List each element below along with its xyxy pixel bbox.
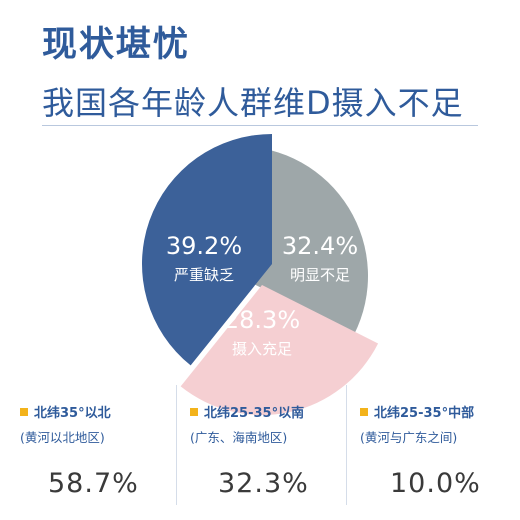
stat-note: (黄河与广东之间): [360, 430, 458, 445]
slice-category-label: 明显不足: [290, 266, 350, 284]
stat-title: 北纬25-35°中部: [374, 406, 475, 421]
pie-slice-adequate: [180, 285, 379, 415]
header-divider: [42, 125, 478, 126]
stat-note: (广东、海南地区): [190, 430, 288, 445]
bullet-icon: [20, 407, 28, 416]
stat-title: 北纬25-35°以南: [204, 406, 305, 421]
stat-note: (黄河以北地区): [20, 430, 105, 445]
page-subtitle: 我国各年龄人群维D摄入不足: [42, 84, 464, 122]
pie-slice-deficient: [141, 134, 272, 366]
stat-north: 北纬35°以北 (黄河以北地区) 58.7%: [20, 402, 188, 499]
bullet-icon: [360, 407, 368, 416]
stat-value: 32.3%: [218, 468, 309, 499]
column-divider: [346, 385, 347, 505]
stat-value: 58.7%: [48, 468, 139, 499]
slice-category-label: 严重缺乏: [174, 266, 234, 284]
stat-value: 10.0%: [390, 468, 481, 499]
slice-percent-label: 32.4%: [282, 232, 358, 260]
page-title: 现状堪忧: [42, 25, 191, 65]
slice-category-label: 摄入充足: [232, 340, 292, 358]
slice-percent-label: 39.2%: [166, 232, 242, 260]
bullet-icon: [190, 407, 198, 416]
stat-south: 北纬25-35°以南 (广东、海南地区) 32.3%: [190, 402, 358, 499]
slice-percent-label: 28.3%: [224, 306, 300, 334]
stat-title: 北纬35°以北: [34, 406, 111, 421]
column-divider: [176, 385, 177, 505]
stat-middle: 北纬25-35°中部 (黄河与广东之间) 10.0%: [360, 402, 520, 499]
